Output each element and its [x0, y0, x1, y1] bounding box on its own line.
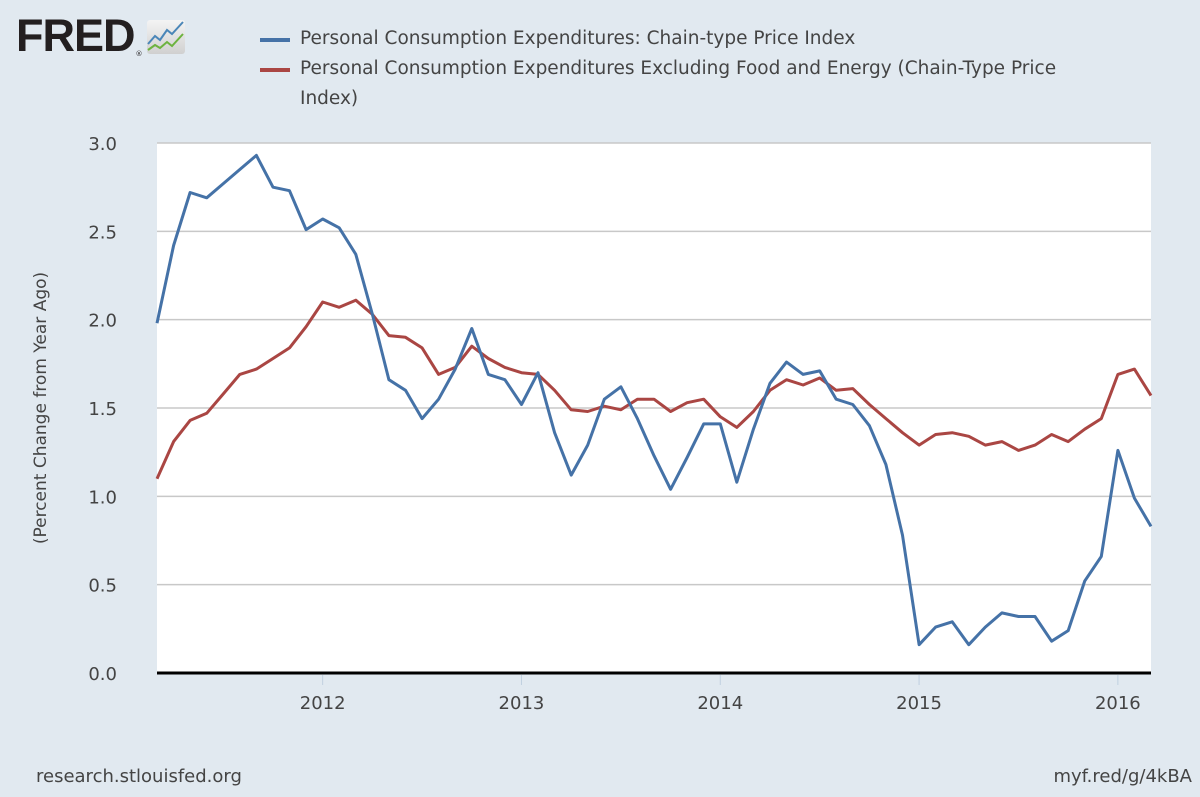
- legend-item-core-pce[interactable]: Personal Consumption Expenditures Exclud…: [260, 54, 1140, 114]
- legend-label: Personal Consumption Expenditures: Chain…: [300, 28, 856, 49]
- y-axis-ticks: 0.0 0.5 1.0 1.5 2.0 2.5 3.0: [88, 134, 117, 685]
- y-tick-label: 1.0: [88, 487, 117, 508]
- x-tick-label: 2012: [300, 693, 346, 714]
- logo-text: FRED: [16, 10, 135, 61]
- registered-mark: ®: [135, 50, 143, 58]
- gridlines: [157, 142, 1151, 586]
- y-tick-label: 0.0: [88, 664, 117, 685]
- x-tick-label: 2013: [499, 693, 545, 714]
- x-tick-label: 2014: [697, 693, 743, 714]
- legend-swatch-blue: [260, 38, 290, 42]
- y-tick-label: 2.5: [88, 222, 117, 243]
- legend-label: Personal Consumption Expenditures Exclud…: [300, 58, 1057, 109]
- legend: Personal Consumption Expenditures: Chain…: [260, 24, 1140, 114]
- source-link[interactable]: research.stlouisfed.org: [36, 766, 242, 787]
- x-tick-label: 2016: [1095, 693, 1141, 714]
- y-tick-label: 2.0: [88, 311, 117, 332]
- series-line-pce[interactable]: [155, 153, 1153, 647]
- y-tick-label: 3.0: [88, 134, 117, 155]
- fred-logo[interactable]: FRED ®: [16, 10, 185, 61]
- legend-item-pce[interactable]: Personal Consumption Expenditures: Chain…: [260, 24, 1140, 54]
- series-lines: [155, 153, 1153, 647]
- x-axis-ticks: 2012 2013 2014 2015 2016: [300, 675, 1141, 714]
- y-axis-label: (Percent Change from Year Ago): [31, 272, 51, 544]
- short-url-link[interactable]: myf.red/g/4kBA: [1053, 766, 1192, 787]
- legend-swatch-red: [260, 68, 290, 72]
- x-tick-label: 2015: [896, 693, 942, 714]
- y-tick-label: 1.5: [88, 399, 117, 420]
- chart-logo-icon: [146, 20, 185, 54]
- y-tick-label: 0.5: [88, 576, 117, 597]
- series-line-core-pce[interactable]: [155, 298, 1153, 480]
